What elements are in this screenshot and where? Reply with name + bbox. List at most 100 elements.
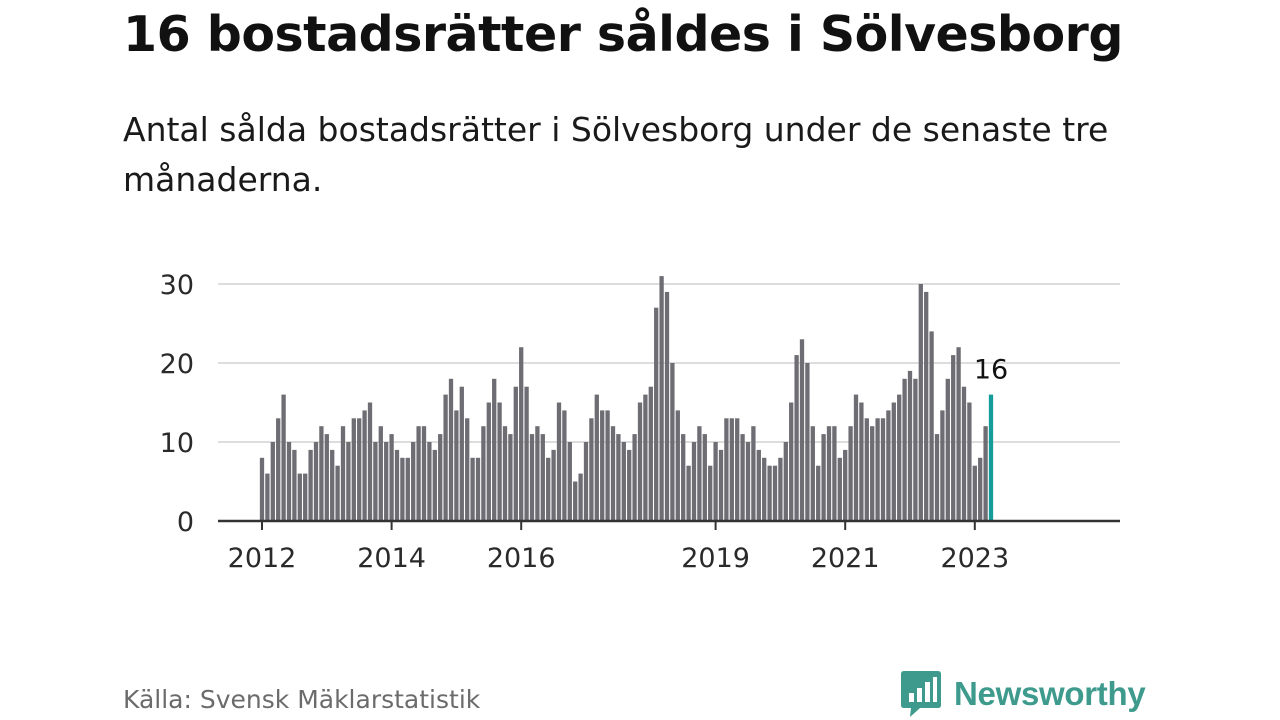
bar xyxy=(772,465,778,521)
y-tick-label: 30 xyxy=(160,270,194,301)
x-tick-label: 2021 xyxy=(811,543,880,574)
bar xyxy=(805,363,810,521)
bar xyxy=(756,449,761,521)
bar xyxy=(411,442,416,521)
brand-name: Newsworthy xyxy=(954,675,1146,712)
bar xyxy=(875,418,880,521)
bar xyxy=(745,442,751,521)
bar xyxy=(535,426,540,521)
bar xyxy=(367,402,373,521)
bar xyxy=(351,418,356,521)
bar xyxy=(421,426,427,521)
bar xyxy=(551,449,556,521)
bar xyxy=(594,394,599,521)
bar xyxy=(681,434,686,521)
bar xyxy=(600,410,605,521)
bar xyxy=(951,355,956,521)
bar xyxy=(319,426,324,521)
bar xyxy=(454,410,459,521)
bar xyxy=(713,442,718,521)
source-note: Källa: Svensk Mäklarstatistik xyxy=(123,685,481,714)
bar xyxy=(837,457,842,521)
bar xyxy=(303,473,308,521)
bar xyxy=(810,426,815,521)
bar xyxy=(438,434,443,521)
bar xyxy=(481,426,486,521)
bar xyxy=(929,331,934,521)
bar xyxy=(610,426,616,521)
bar-chart-speech-bubble-icon xyxy=(901,671,941,717)
bar xyxy=(346,442,351,521)
bar xyxy=(448,378,454,521)
bar xyxy=(778,457,783,521)
bar xyxy=(562,410,567,521)
bar xyxy=(729,418,734,521)
bar xyxy=(967,402,972,521)
bar xyxy=(281,394,286,521)
bar-chart: 0 10 20 30 2012 2014 2016 2019 2021 2023 16 xyxy=(160,270,1120,574)
bar xyxy=(934,434,940,521)
bar xyxy=(832,426,837,521)
bar xyxy=(459,386,464,521)
bar xyxy=(400,457,405,521)
bar xyxy=(605,410,610,521)
bar xyxy=(286,442,292,521)
bar xyxy=(492,378,497,521)
bar xyxy=(529,434,535,521)
x-tick-label: 2023 xyxy=(940,543,1009,574)
bar xyxy=(918,284,923,521)
bar-highlight xyxy=(988,394,994,521)
bar xyxy=(670,363,675,521)
bar xyxy=(486,402,491,521)
bar xyxy=(902,378,907,521)
chart-subtitle: Antal sålda bostadsrätter i Sölvesborg u… xyxy=(123,110,1109,199)
bar xyxy=(724,418,729,521)
bar xyxy=(664,291,670,521)
bar xyxy=(783,442,788,521)
bar xyxy=(708,465,713,521)
bar xyxy=(378,426,383,521)
bar xyxy=(270,442,275,521)
bar xyxy=(357,418,362,521)
chart-title: 16 bostadsrätter såldes i Sölvesborg xyxy=(123,6,1123,63)
y-tick-label: 10 xyxy=(160,428,194,459)
bar xyxy=(589,418,594,521)
bar xyxy=(940,410,945,521)
bar xyxy=(578,473,583,521)
bar xyxy=(475,457,481,521)
bar xyxy=(502,426,508,521)
bar xyxy=(794,355,799,521)
bar xyxy=(443,394,448,521)
bar xyxy=(956,347,961,521)
bar xyxy=(637,402,643,521)
bar xyxy=(394,449,400,521)
bar xyxy=(573,481,578,521)
bar xyxy=(546,457,551,521)
bar xyxy=(416,426,421,521)
bar xyxy=(659,276,664,521)
bar xyxy=(897,394,902,521)
bar xyxy=(848,426,853,521)
bar xyxy=(880,418,886,521)
bar xyxy=(853,394,859,521)
bar xyxy=(961,386,967,521)
bar xyxy=(389,434,394,521)
bar xyxy=(643,394,648,521)
bar xyxy=(843,449,848,521)
bar xyxy=(432,449,437,521)
x-tick-label: 2016 xyxy=(487,543,556,574)
bar xyxy=(497,402,502,521)
bar xyxy=(945,378,950,521)
bar xyxy=(789,402,794,521)
bar xyxy=(265,473,270,521)
bar xyxy=(470,457,475,521)
bar xyxy=(864,418,869,521)
bar xyxy=(373,442,378,521)
bar xyxy=(686,465,691,521)
bar xyxy=(767,465,772,521)
bar xyxy=(735,418,740,521)
bar xyxy=(654,307,659,521)
bar xyxy=(648,386,653,521)
bar xyxy=(465,418,470,521)
bar xyxy=(924,291,929,521)
